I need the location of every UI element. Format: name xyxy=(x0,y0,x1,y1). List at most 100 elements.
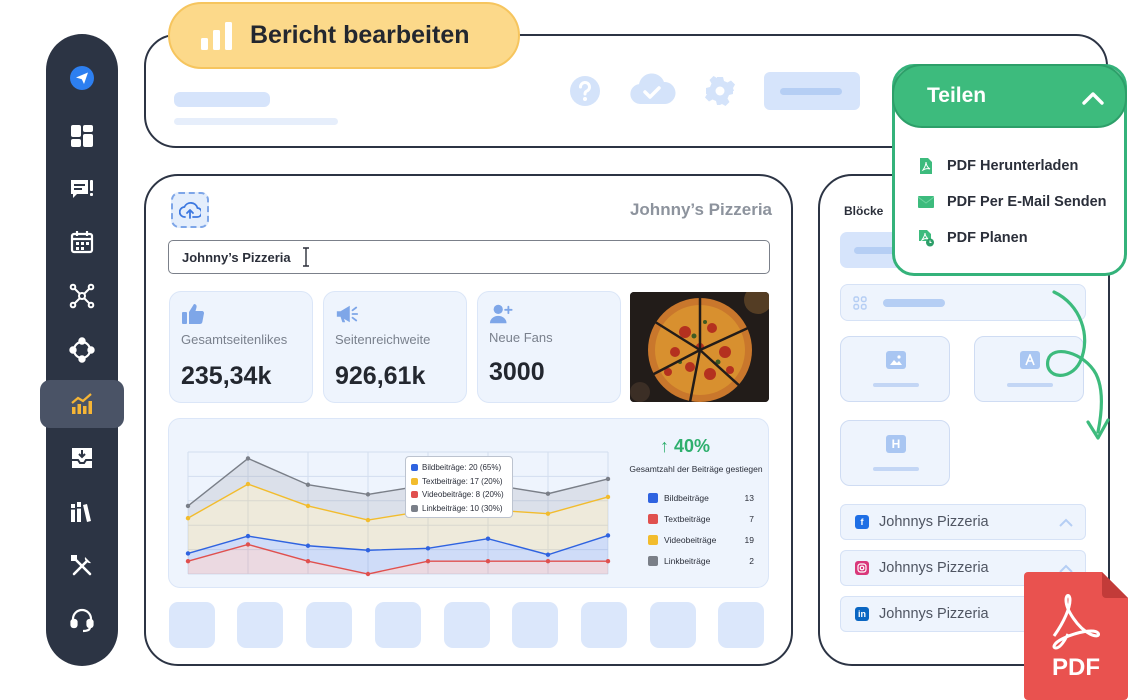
reports-icon[interactable] xyxy=(40,380,124,428)
data-point xyxy=(245,456,251,461)
download-pdf-menu-item[interactable]: PDF Herunterladen xyxy=(917,157,1078,175)
legend-item: Linkbeiträge 2 xyxy=(648,554,754,568)
logo-paper-plane-icon[interactable] xyxy=(59,56,105,100)
menu-item-label: PDF Herunterladen xyxy=(947,158,1079,174)
data-point xyxy=(245,542,251,547)
legend-swatch xyxy=(648,556,658,566)
area-Bildbeiträge xyxy=(188,544,608,574)
block-category-select[interactable] xyxy=(840,284,1086,321)
data-point xyxy=(605,558,611,564)
text-block-tile[interactable] xyxy=(974,336,1084,402)
kpi-label: Neue Fans xyxy=(489,330,553,345)
library-icon[interactable] xyxy=(59,490,105,534)
bar-chart-icon xyxy=(201,21,232,50)
growth-value: 40% xyxy=(673,436,711,456)
series-line-Bildbeiträge xyxy=(187,543,608,575)
legend-name: Videobeiträge xyxy=(664,535,717,545)
series-line-Textbeiträge xyxy=(187,534,609,556)
cloud-sync-icon[interactable] xyxy=(628,72,676,108)
widget-thumbnail[interactable] xyxy=(306,602,352,648)
data-point xyxy=(245,533,251,539)
share-button[interactable]: Teilen xyxy=(892,64,1127,128)
posts-icon[interactable] xyxy=(59,168,105,212)
legend-name: Linkbeiträge xyxy=(664,556,711,566)
tools-icon[interactable] xyxy=(59,544,105,588)
logo-upload-button[interactable] xyxy=(171,192,209,228)
kpi-card-likes[interactable]: Gesamtseitenlikes 235,34k xyxy=(169,291,313,403)
widget-thumbnail[interactable] xyxy=(169,602,215,648)
tooltip-swatch xyxy=(411,464,418,472)
widget-thumbnail[interactable] xyxy=(512,602,558,648)
pdf-file-icon xyxy=(920,158,932,174)
tooltip-swatch xyxy=(411,504,418,512)
header-action-button[interactable] xyxy=(764,72,860,110)
facebook-icon: f xyxy=(855,515,869,529)
widget-thumbnail[interactable] xyxy=(237,602,283,648)
data-point xyxy=(545,511,551,516)
facebook-account-row[interactable]: f Johnnys Pizzeria xyxy=(840,504,1086,540)
kpi-card-reach[interactable]: Seitenreichweite 926,61k xyxy=(323,291,467,403)
calendar-icon[interactable] xyxy=(59,220,105,264)
chevron-up-icon[interactable] xyxy=(1057,560,1075,578)
help-icon[interactable] xyxy=(568,74,602,108)
image-block-tile[interactable] xyxy=(840,336,950,402)
widget-thumbnail[interactable] xyxy=(375,602,421,648)
widget-thumbnail[interactable] xyxy=(718,602,764,648)
data-point xyxy=(185,503,191,509)
data-point xyxy=(185,515,191,521)
kpi-value: 235,34k xyxy=(181,362,272,390)
data-point xyxy=(425,558,431,564)
pdf-file-badge: PDF xyxy=(1024,572,1128,700)
kpi-card-fans[interactable]: Neue Fans 3000 xyxy=(477,291,621,403)
widget-thumbnail[interactable] xyxy=(444,602,490,648)
linkedin-icon: in xyxy=(855,607,869,621)
menu-item-label: PDF Planen xyxy=(947,230,1028,246)
curved-arrow-icon xyxy=(1046,290,1110,440)
legend-item: Videobeiträge 19 xyxy=(648,533,754,547)
network-icon[interactable] xyxy=(59,274,105,318)
tile-label-placeholder xyxy=(1007,383,1053,387)
tooltip-swatch xyxy=(411,477,418,485)
email-pdf-menu-item[interactable]: PDF Per E-Mail Senden xyxy=(917,193,1107,211)
megaphone-icon xyxy=(336,305,359,323)
report-name-input[interactable]: Johnny’s Pizzeria xyxy=(168,240,770,274)
schedule-pdf-menu-item[interactable]: PDF Planen xyxy=(917,229,1028,247)
stacked-area-chart[interactable] xyxy=(180,444,620,584)
heading-block-tile[interactable]: H xyxy=(840,420,950,486)
account-name: Johnnys Pizzeria xyxy=(879,560,989,576)
text-cursor-icon xyxy=(301,247,311,267)
chevron-up-icon[interactable] xyxy=(1057,514,1075,532)
growth-indicator: ↑ 40% xyxy=(640,436,730,457)
inbox-download-icon[interactable] xyxy=(59,436,105,480)
data-point xyxy=(365,571,371,577)
thumbs-up-icon xyxy=(182,304,205,324)
report-name-value: Johnny’s Pizzeria xyxy=(182,249,291,265)
support-headset-icon[interactable] xyxy=(59,598,105,642)
settings-gear-icon[interactable] xyxy=(704,75,736,107)
legend-value: 13 xyxy=(744,493,754,503)
dashboard-icon[interactable] xyxy=(59,114,105,158)
data-point xyxy=(545,491,551,496)
widget-thumbnail[interactable] xyxy=(650,602,696,648)
kpi-label: Seitenreichweite xyxy=(335,332,431,347)
series-line-Linkbeiträge xyxy=(187,457,609,507)
instagram-account-row[interactable]: Johnnys Pizzeria xyxy=(840,550,1086,586)
data-point xyxy=(545,558,551,564)
data-point xyxy=(605,494,611,500)
data-point xyxy=(305,543,311,548)
sidebar xyxy=(40,34,124,666)
area-Videobeiträge xyxy=(188,484,608,555)
tile-label-placeholder xyxy=(873,383,919,387)
data-point xyxy=(365,492,371,497)
tile-label-placeholder xyxy=(873,467,919,471)
data-point xyxy=(485,536,491,541)
kpi-label: Gesamtseitenlikes xyxy=(181,332,288,347)
legend-item: Bildbeiträge 13 xyxy=(648,491,754,505)
engagement-icon[interactable] xyxy=(59,328,105,372)
widget-thumbnail[interactable] xyxy=(581,602,627,648)
blocks-panel-title: Blöcke xyxy=(844,204,884,218)
heading-icon: H xyxy=(886,435,906,453)
legend-item: Textbeiträge 7 xyxy=(648,512,754,526)
area-Textbeiträge xyxy=(188,535,608,574)
legend-value: 2 xyxy=(749,556,754,566)
